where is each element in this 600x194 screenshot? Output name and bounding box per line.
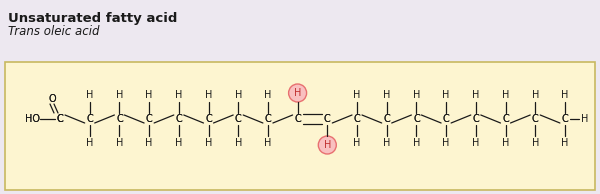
Text: H: H (205, 90, 212, 100)
Text: C: C (353, 114, 361, 124)
Text: C: C (56, 114, 64, 124)
Text: C: C (86, 114, 93, 124)
Text: C: C (443, 114, 449, 124)
Text: H: H (86, 138, 94, 148)
Text: Trans oleic acid: Trans oleic acid (8, 25, 100, 38)
Text: H: H (323, 140, 331, 150)
Text: HO: HO (25, 114, 40, 124)
Text: C: C (116, 114, 123, 124)
Text: H: H (383, 90, 391, 100)
Text: C: C (532, 114, 539, 124)
Text: C: C (146, 114, 152, 124)
Text: H: H (442, 138, 450, 148)
Text: C: C (205, 114, 212, 124)
Text: H: H (145, 138, 153, 148)
Text: C: C (116, 114, 123, 124)
Text: C: C (562, 114, 568, 124)
Text: H: H (175, 90, 182, 100)
Circle shape (289, 84, 307, 102)
Text: C: C (265, 114, 271, 124)
Text: C: C (353, 114, 361, 124)
Text: H: H (145, 90, 153, 100)
Text: C: C (443, 114, 449, 124)
Text: C: C (86, 114, 93, 124)
Text: C: C (235, 114, 242, 124)
Text: C: C (472, 114, 479, 124)
Text: C: C (413, 114, 420, 124)
Text: O: O (48, 94, 56, 104)
Text: C: C (294, 114, 301, 124)
Text: H: H (502, 90, 509, 100)
Text: H: H (235, 138, 242, 148)
Text: H: H (502, 138, 509, 148)
Text: H: H (175, 138, 182, 148)
Text: H: H (353, 138, 361, 148)
Text: C: C (265, 114, 271, 124)
Text: H: H (235, 90, 242, 100)
Text: C: C (383, 114, 390, 124)
Text: C: C (294, 114, 301, 124)
Text: C: C (205, 114, 212, 124)
Text: C: C (175, 114, 182, 124)
Text: H: H (264, 138, 272, 148)
Text: C: C (413, 114, 420, 124)
Text: H: H (205, 138, 212, 148)
Text: C: C (56, 114, 64, 124)
Text: H: H (264, 90, 272, 100)
Text: H: H (413, 138, 420, 148)
Text: C: C (532, 114, 539, 124)
Text: C: C (324, 114, 331, 124)
Text: H: H (532, 90, 539, 100)
Text: O: O (48, 94, 56, 104)
Text: C: C (235, 114, 242, 124)
Text: H: H (532, 138, 539, 148)
Text: H: H (294, 88, 301, 98)
Text: C: C (502, 114, 509, 124)
Text: H: H (581, 114, 589, 124)
Text: H: H (413, 90, 420, 100)
Text: H: H (561, 90, 569, 100)
Text: H: H (472, 138, 479, 148)
FancyBboxPatch shape (5, 62, 595, 190)
Text: H: H (561, 138, 569, 148)
Text: C: C (472, 114, 479, 124)
Text: H: H (353, 90, 361, 100)
Text: H: H (472, 90, 479, 100)
Text: C: C (146, 114, 152, 124)
Text: Unsaturated fatty acid: Unsaturated fatty acid (8, 12, 178, 25)
Text: HO: HO (25, 114, 40, 124)
Text: C: C (56, 114, 64, 124)
Text: H: H (116, 90, 123, 100)
Text: C: C (175, 114, 182, 124)
Text: H: H (383, 138, 391, 148)
Text: H: H (442, 90, 450, 100)
Text: H: H (86, 90, 94, 100)
Text: C: C (383, 114, 390, 124)
Text: C: C (502, 114, 509, 124)
Text: H: H (116, 138, 123, 148)
Circle shape (319, 136, 337, 154)
Text: C: C (562, 114, 568, 124)
Text: C: C (324, 114, 331, 124)
